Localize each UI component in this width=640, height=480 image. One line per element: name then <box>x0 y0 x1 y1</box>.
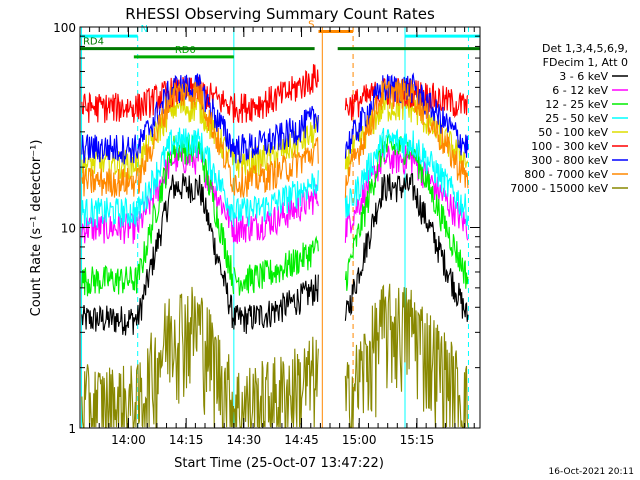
legend-header-line: Det 1,3,4,5,6,9, <box>542 42 628 55</box>
legend-entry-label: 7000 - 15000 keV <box>510 182 608 195</box>
flag-label-rd0: RD0 <box>175 45 196 56</box>
x-tick-label: 14:45 <box>284 433 319 447</box>
series-line-3 <box>81 127 469 228</box>
series-line-0 <box>81 172 469 336</box>
legend-header-line: FDecim 1, Att 0 <box>543 56 628 69</box>
plot-marks: N RD0 RD4 S <box>80 19 480 428</box>
series-line-8 <box>81 283 469 428</box>
legend-entry-label: 25 - 50 keV <box>545 112 608 125</box>
y-axis-label: Count Rate (s⁻¹ detector⁻¹) <box>29 140 44 317</box>
legend-entry-label: 3 - 6 keV <box>559 70 608 83</box>
legend-entry-label: 6 - 12 keV <box>552 84 608 97</box>
x-tick-label: 15:15 <box>400 433 435 447</box>
legend: Det 1,3,4,5,6,9,FDecim 1, Att 03 - 6 keV… <box>510 42 628 195</box>
y-tick-label: 100 <box>53 21 76 35</box>
legend-entry-label: 100 - 300 keV <box>531 140 608 153</box>
x-axis-label: Start Time (25-Oct-07 13:47:22) <box>174 456 384 471</box>
axes: 14:00 14:15 14:30 14:45 15:00 15:15 1 10 100 <box>53 21 481 447</box>
date-stamp: 16-Oct-2021 20:11 <box>549 467 634 477</box>
x-tick-label: 15:00 <box>342 433 377 447</box>
legend-entry-label: 50 - 100 keV <box>538 126 608 139</box>
flag-label-n: N <box>141 24 148 35</box>
flag-label-s: S <box>308 19 314 30</box>
x-tick-label: 14:15 <box>169 433 204 447</box>
series-line-2 <box>81 133 469 297</box>
x-tick-label: 14:00 <box>111 433 146 447</box>
series-line-7 <box>81 78 469 198</box>
y-tick-label: 10 <box>61 222 76 236</box>
chart-title: RHESSI Observing Summary Count Rates <box>125 5 435 23</box>
y-tick-label: 1 <box>68 422 76 436</box>
legend-entry-label: 800 - 7000 keV <box>524 168 608 181</box>
legend-entry-label: 300 - 800 keV <box>531 154 608 167</box>
series-line-5 <box>81 64 469 124</box>
legend-entry-label: 12 - 25 keV <box>545 98 608 111</box>
flag-label-rd4: RD4 <box>83 37 104 48</box>
x-tick-label: 14:30 <box>227 433 262 447</box>
